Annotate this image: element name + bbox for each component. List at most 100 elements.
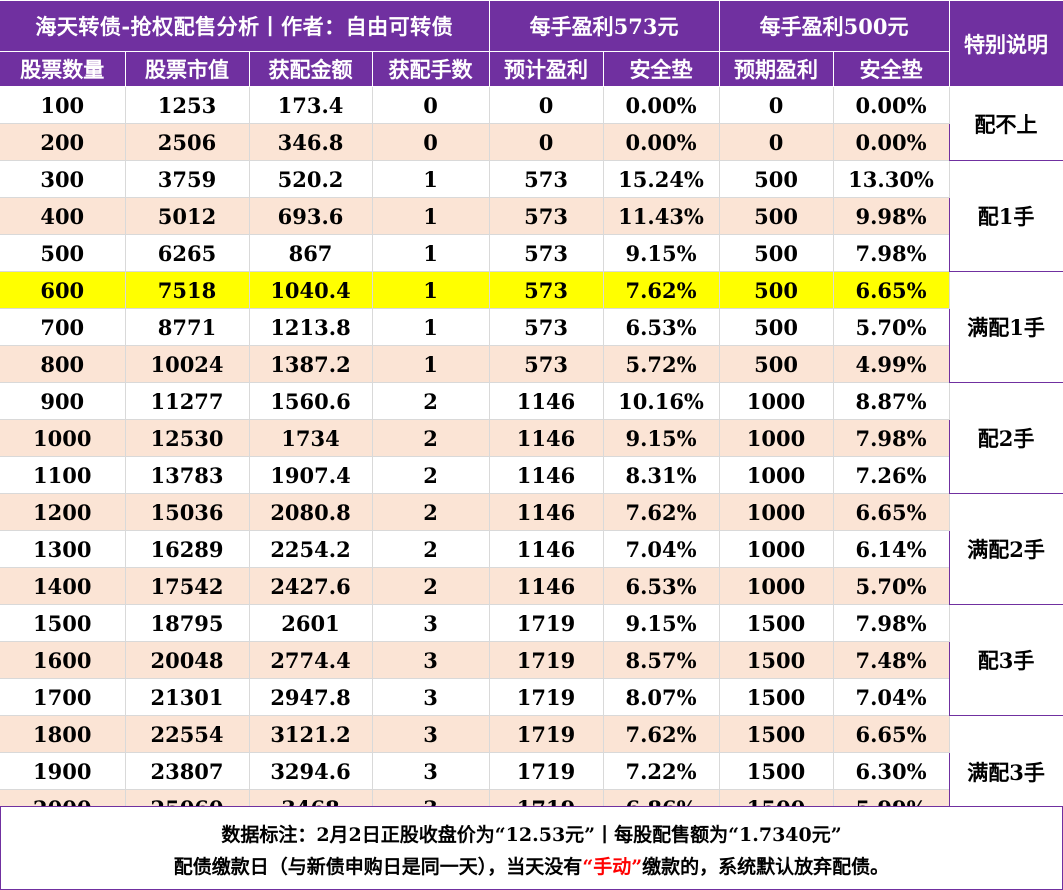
cell-stock-qty: 200 bbox=[0, 123, 126, 161]
cell-stock-qty: 1500 bbox=[0, 604, 126, 642]
cell-safety-margin-500: 13.30% bbox=[833, 160, 950, 198]
cell-allot-amount: 1907.4 bbox=[249, 456, 373, 494]
cell-safety-margin-500: 6.30% bbox=[833, 752, 950, 790]
special-note: 配2手 bbox=[948, 382, 1063, 494]
cell-allot-lots: 2 bbox=[372, 530, 490, 568]
table-row: 800 10024 1387.2 1 573 5.72% 500 4.99% bbox=[0, 345, 1063, 383]
table-row: 1600 20048 2774.4 3 1719 8.57% 1500 7.48% bbox=[0, 641, 1063, 679]
cell-allot-amount: 520.2 bbox=[249, 160, 373, 198]
cell-expected-profit-573: 0 bbox=[489, 123, 604, 161]
table-row: 1800 22554 3121.2 3 1719 7.62% 1500 6.65% 满配3手 bbox=[0, 715, 1063, 828]
cell-allot-lots: 2 bbox=[372, 567, 490, 605]
cell-expected-profit-573: 1146 bbox=[489, 567, 604, 605]
footer-notes: 数据标注：2月2日正股收盘价为“12.53元”丨每股配售额为“1.7340元” … bbox=[0, 806, 1063, 890]
cell-safety-margin-500: 6.65% bbox=[833, 271, 950, 309]
cell-stock-qty: 600 bbox=[0, 271, 126, 309]
cell-allot-lots: 1 bbox=[372, 271, 490, 309]
cell-stock-qty: 300 bbox=[0, 160, 126, 198]
cell-stock-qty: 1100 bbox=[0, 456, 126, 494]
cell-allot-lots: 1 bbox=[372, 160, 490, 198]
cell-expected-profit-500: 500 bbox=[719, 308, 834, 346]
cell-expected-profit-573: 1146 bbox=[489, 456, 604, 494]
table-row: 1000 12530 1734 2 1146 9.15% 1000 7.98% bbox=[0, 419, 1063, 457]
cell-allot-lots: 0 bbox=[372, 86, 490, 124]
cell-expected-profit-500: 1500 bbox=[719, 678, 834, 716]
cell-allot-lots: 0 bbox=[372, 123, 490, 161]
table-row: 1500 18795 2601 3 1719 9.15% 1500 7.98% 配3手 bbox=[0, 604, 1063, 716]
special-note: 配1手 bbox=[948, 160, 1063, 272]
cell-stock-qty: 1600 bbox=[0, 641, 126, 679]
cell-safety-margin-573: 0.00% bbox=[603, 123, 720, 161]
cell-market-value: 23807 bbox=[125, 752, 250, 790]
allotment-table: 海天转债-抢权配售分析丨作者：自由可转债 每手盈利573元 每手盈利500元 特… bbox=[0, 0, 1063, 828]
cell-market-value: 7518 bbox=[125, 271, 250, 309]
cell-market-value: 8771 bbox=[125, 308, 250, 346]
cell-allot-lots: 3 bbox=[372, 752, 490, 790]
cell-stock-qty: 1800 bbox=[0, 715, 126, 753]
cell-expected-profit-573: 1146 bbox=[489, 530, 604, 568]
cell-allot-amount: 3294.6 bbox=[249, 752, 373, 790]
col-header-expected-profit-573: 预计盈利 bbox=[489, 51, 604, 87]
cell-market-value: 5012 bbox=[125, 197, 250, 235]
cell-allot-amount: 1040.4 bbox=[249, 271, 373, 309]
cell-market-value: 11277 bbox=[125, 382, 250, 420]
table-row: 200 2506 346.8 0 0 0.00% 0 0.00% bbox=[0, 123, 1063, 161]
cell-allot-amount: 1560.6 bbox=[249, 382, 373, 420]
cell-expected-profit-573: 1146 bbox=[489, 382, 604, 420]
cell-safety-margin-500: 0.00% bbox=[833, 123, 950, 161]
cell-allot-lots: 2 bbox=[372, 382, 490, 420]
cell-expected-profit-573: 573 bbox=[489, 234, 604, 272]
cell-allot-amount: 2254.2 bbox=[249, 530, 373, 568]
cell-safety-margin-573: 10.16% bbox=[603, 382, 720, 420]
cell-stock-qty: 1000 bbox=[0, 419, 126, 457]
cell-allot-lots: 2 bbox=[372, 456, 490, 494]
col-header-safety-margin-500: 安全垫 bbox=[833, 51, 950, 87]
cell-safety-margin-573: 8.57% bbox=[603, 641, 720, 679]
cell-allot-lots: 3 bbox=[372, 604, 490, 642]
cell-safety-margin-573: 7.04% bbox=[603, 530, 720, 568]
table-row: 900 11277 1560.6 2 1146 10.16% 1000 8.87% 配2手 bbox=[0, 382, 1063, 494]
cell-safety-margin-573: 8.07% bbox=[603, 678, 720, 716]
table-row: 600 7518 1040.4 1 573 7.62% 500 6.65% 满配1手 bbox=[0, 271, 1063, 383]
header-row-columns: 股票数量 股票市值 获配金额 获配手数 预计盈利 安全垫 预期盈利 安全垫 bbox=[0, 51, 1063, 87]
col-header-expected-profit-500: 预期盈利 bbox=[719, 51, 834, 87]
table-title: 海天转债-抢权配售分析丨作者：自由可转债 bbox=[0, 0, 490, 52]
cell-safety-margin-500: 0.00% bbox=[833, 86, 950, 124]
cell-expected-profit-573: 573 bbox=[489, 160, 604, 198]
cell-expected-profit-573: 1719 bbox=[489, 641, 604, 679]
cell-allot-amount: 1387.2 bbox=[249, 345, 373, 383]
cell-allot-amount: 2080.8 bbox=[249, 493, 373, 531]
cell-allot-amount: 173.4 bbox=[249, 86, 373, 124]
cell-allot-lots: 3 bbox=[372, 715, 490, 753]
special-note: 满配1手 bbox=[948, 271, 1063, 383]
cell-expected-profit-500: 1000 bbox=[719, 567, 834, 605]
cell-expected-profit-500: 1000 bbox=[719, 382, 834, 420]
cell-safety-margin-500: 5.70% bbox=[833, 567, 950, 605]
cell-allot-amount: 346.8 bbox=[249, 123, 373, 161]
cell-safety-margin-573: 7.22% bbox=[603, 752, 720, 790]
col-header-allot-amount: 获配金额 bbox=[249, 51, 373, 87]
cell-market-value: 20048 bbox=[125, 641, 250, 679]
special-note: 满配2手 bbox=[948, 493, 1063, 605]
cell-allot-amount: 2947.8 bbox=[249, 678, 373, 716]
cell-expected-profit-500: 1000 bbox=[719, 493, 834, 531]
cell-allot-lots: 3 bbox=[372, 641, 490, 679]
cell-expected-profit-500: 0 bbox=[719, 86, 834, 124]
cell-market-value: 16289 bbox=[125, 530, 250, 568]
cell-allot-lots: 1 bbox=[372, 234, 490, 272]
cell-market-value: 15036 bbox=[125, 493, 250, 531]
cell-expected-profit-500: 500 bbox=[719, 234, 834, 272]
cell-safety-margin-573: 9.15% bbox=[603, 419, 720, 457]
cell-expected-profit-573: 1719 bbox=[489, 604, 604, 642]
cell-stock-qty: 1700 bbox=[0, 678, 126, 716]
cell-expected-profit-500: 500 bbox=[719, 197, 834, 235]
cell-safety-margin-573: 7.62% bbox=[603, 271, 720, 309]
cell-expected-profit-573: 573 bbox=[489, 308, 604, 346]
cell-allot-amount: 1734 bbox=[249, 419, 373, 457]
cell-market-value: 17542 bbox=[125, 567, 250, 605]
cell-stock-qty: 1200 bbox=[0, 493, 126, 531]
special-note: 配3手 bbox=[948, 604, 1063, 716]
col-header-stock-qty: 股票数量 bbox=[0, 51, 126, 87]
cell-stock-qty: 100 bbox=[0, 86, 126, 124]
